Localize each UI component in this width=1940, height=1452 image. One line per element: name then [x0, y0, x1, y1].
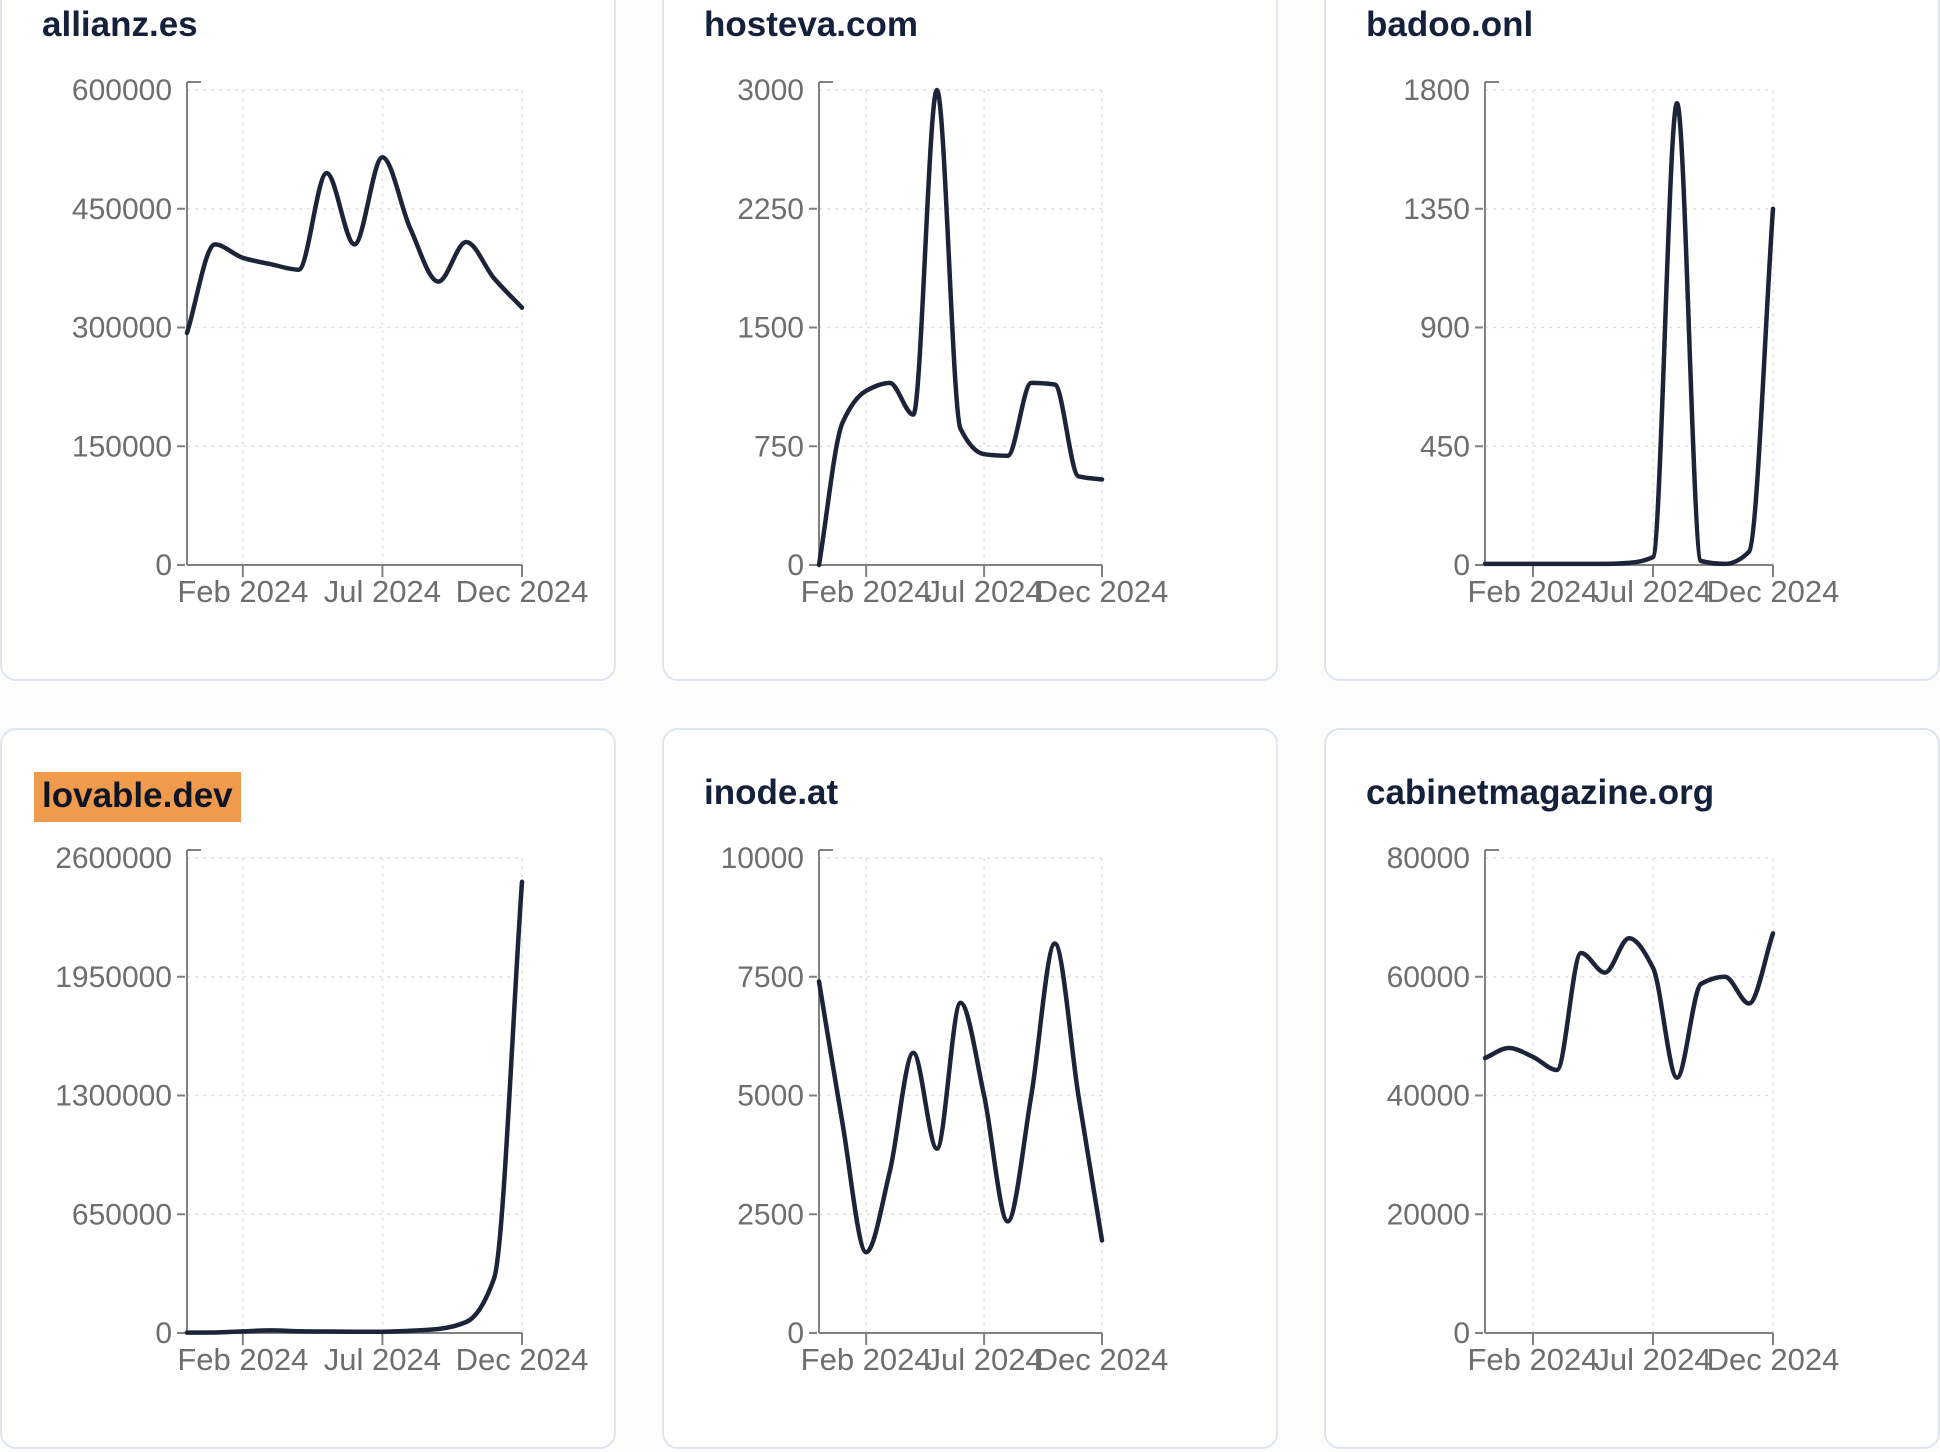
domain-card: badoo.onl 0 450 900 1350 1800 Feb 2024 Jul 2024…	[1324, 0, 1940, 681]
traffic-line-chart: 0 650000 1300000 1950000 2600000 Feb 2024 Jul …	[55, 842, 589, 1377]
y-axis-tick-label: 0	[1453, 549, 1470, 582]
y-axis-tick-label: 2250	[737, 193, 804, 226]
y-axis-tick-label: 650000	[72, 1198, 172, 1231]
domain-card: allianz.es 0 150000 300000 450000 600000 Feb 2…	[0, 0, 616, 681]
domain-title: inode.at	[704, 773, 839, 812]
y-axis-tick-label: 600000	[72, 74, 172, 107]
x-axis-tick-label: Jul 2024	[324, 1342, 441, 1377]
traffic-line	[184, 155, 525, 336]
x-axis-tick-label: Dec 2024	[1036, 574, 1169, 609]
x-axis-tick-label: Feb 2024	[801, 1342, 932, 1377]
x-axis-tick-label: Feb 2024	[1468, 1342, 1599, 1377]
y-axis-tick-label: 1350	[1403, 193, 1470, 226]
traffic-line	[816, 87, 1105, 568]
y-axis-tick-label: 900	[1420, 312, 1470, 345]
x-axis-tick-label: Dec 2024	[456, 574, 589, 609]
x-axis-tick-label: Feb 2024	[801, 574, 932, 609]
traffic-line	[1482, 931, 1776, 1080]
domain-title: hosteva.com	[704, 5, 918, 44]
x-axis-tick-label: Jul 2024	[925, 1342, 1042, 1377]
y-axis-tick-label: 10000	[721, 842, 804, 875]
y-axis-tick-label: 5000	[737, 1080, 804, 1113]
x-axis-tick-label: Feb 2024	[1468, 574, 1599, 609]
y-axis-tick-label: 1950000	[55, 961, 172, 994]
x-axis-tick-label: Feb 2024	[177, 574, 308, 609]
domain-card: inode.at 0 2500 5000 7500 10000 Feb 2024 Jul 20…	[662, 728, 1278, 1449]
domain-title: cabinetmagazine.org	[1366, 773, 1715, 812]
traffic-line	[184, 879, 525, 1335]
y-axis-tick-label: 0	[787, 549, 804, 582]
y-axis-tick-label: 150000	[72, 430, 172, 463]
x-axis-tick-label: Jul 2024	[925, 574, 1042, 609]
y-axis-tick-label: 1800	[1403, 74, 1470, 107]
y-axis-tick-label: 7500	[737, 961, 804, 994]
y-axis-tick-label: 1500	[737, 312, 804, 345]
x-axis-tick-label: Dec 2024	[1707, 574, 1840, 609]
y-axis-tick-label: 0	[1453, 1317, 1470, 1350]
y-axis-tick-label: 0	[787, 1317, 804, 1350]
x-axis-tick-label: Jul 2024	[1594, 574, 1711, 609]
domain-title: allianz.es	[42, 5, 198, 44]
x-axis-tick-label: Dec 2024	[1036, 1342, 1169, 1377]
y-axis-tick-label: 40000	[1387, 1080, 1470, 1113]
domain-card: hosteva.com 0 750 1500 2250 3000 Feb 2024 Jul 2…	[662, 0, 1278, 681]
y-axis-tick-label: 2600000	[55, 842, 172, 875]
x-axis-tick-label: Jul 2024	[324, 574, 441, 609]
domain-title-highlighted: lovable.dev	[34, 772, 241, 822]
y-axis-tick-label: 60000	[1387, 961, 1470, 994]
traffic-line	[816, 941, 1105, 1255]
domain-card: lovable.dev 0 650000 1300000 1950000 2600000 F…	[0, 728, 616, 1449]
y-axis-tick-label: 750	[754, 430, 804, 463]
y-axis-tick-label: 450000	[72, 193, 172, 226]
domain-card: cabinetmagazine.org 0 20000 40000 60000 80000…	[1324, 728, 1940, 1449]
x-axis-tick-label: Dec 2024	[456, 1342, 589, 1377]
domain-title: badoo.onl	[1366, 5, 1534, 44]
y-axis-tick-label: 20000	[1387, 1198, 1470, 1231]
x-axis-tick-label: Jul 2024	[1594, 1342, 1711, 1377]
y-axis-tick-label: 300000	[72, 312, 172, 345]
traffic-line-chart: 0 150000 300000 450000 600000 Feb 2024 Jul 202…	[72, 74, 589, 609]
x-axis-tick-label: Dec 2024	[1707, 1342, 1840, 1377]
y-axis-tick-label: 3000	[737, 74, 804, 107]
y-axis-tick-label: 80000	[1387, 842, 1470, 875]
y-axis-tick-label: 1300000	[55, 1080, 172, 1113]
y-axis-tick-label: 0	[155, 549, 172, 582]
y-axis-tick-label: 450	[1420, 430, 1470, 463]
y-axis-tick-label: 2500	[737, 1198, 804, 1231]
y-axis-tick-label: 0	[155, 1317, 172, 1350]
x-axis-tick-label: Feb 2024	[177, 1342, 308, 1377]
traffic-line	[1482, 100, 1776, 567]
